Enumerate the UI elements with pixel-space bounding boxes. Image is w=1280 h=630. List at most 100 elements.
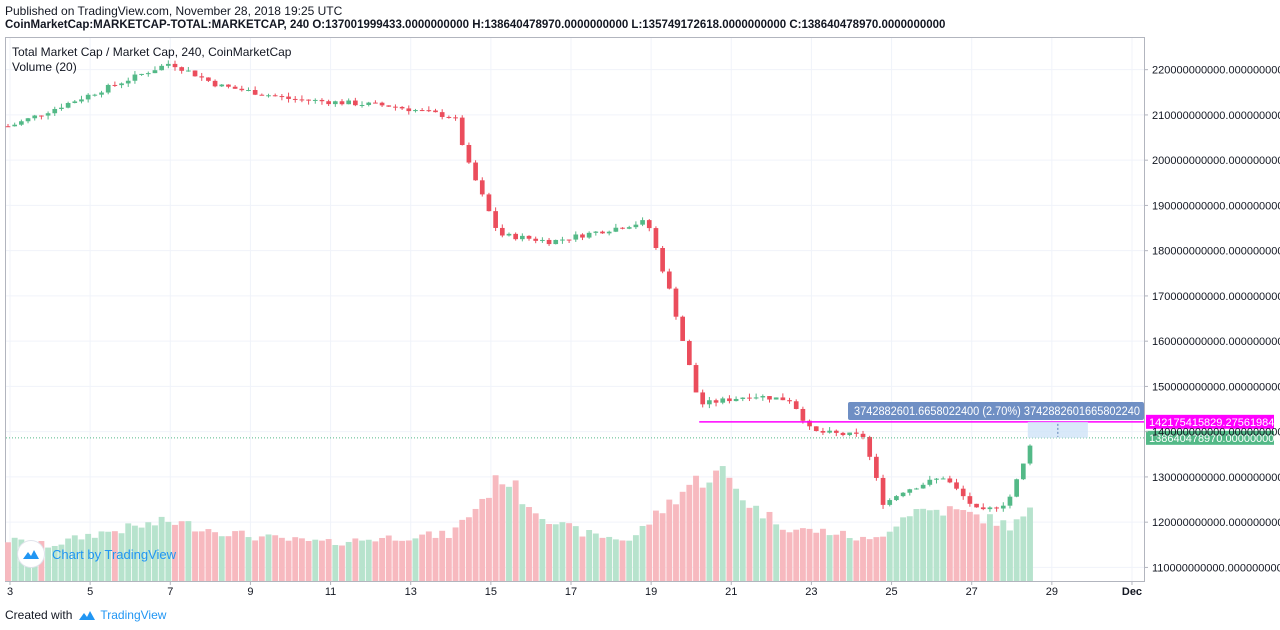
candle-body [499, 227, 505, 236]
x-tick-label: 23 [805, 586, 817, 598]
volume-bar [145, 522, 152, 581]
volume-bar [673, 504, 679, 581]
volume-bar [953, 509, 960, 581]
candle-body [419, 110, 425, 112]
candle-body [72, 101, 78, 104]
volume-bar [579, 536, 586, 581]
volume-bar [866, 539, 873, 581]
candle-body [546, 239, 552, 245]
volume-bar [873, 537, 880, 581]
volume-bar [846, 538, 853, 581]
tradingview-logo-icon [79, 611, 96, 620]
volume-bar [412, 538, 419, 581]
volume-bar [105, 531, 112, 581]
candle-body [920, 484, 926, 489]
volume-bar [592, 533, 599, 581]
volume-bar [225, 536, 232, 581]
volume-bar [278, 537, 285, 581]
volume-bar [359, 540, 365, 581]
candle-body [793, 401, 799, 409]
volume-bar [739, 500, 746, 581]
candle-body [306, 99, 311, 101]
candle-body [833, 430, 839, 433]
volume-bar [372, 541, 379, 581]
candle-body [152, 70, 158, 74]
candle-body [666, 271, 672, 289]
candle-body [987, 507, 993, 510]
volume-bar [726, 477, 733, 581]
volume-bar [131, 525, 138, 581]
volume-bar [252, 540, 259, 581]
candle-body [413, 110, 418, 112]
candle-body [239, 88, 245, 91]
volume-bar [285, 540, 292, 581]
candle-body [753, 397, 759, 399]
volume-bar [906, 516, 913, 581]
volume-bar [632, 535, 639, 581]
candle-body [132, 74, 138, 81]
volume-bar [860, 536, 866, 581]
volume-bar [793, 529, 800, 581]
x-tick-label: 27 [966, 586, 978, 598]
volume-bar [659, 513, 666, 581]
volume-bar [946, 506, 953, 581]
candle-body [646, 220, 652, 229]
candle-body [947, 478, 953, 483]
candle-body [266, 95, 271, 97]
footer: Created with TradingView [5, 608, 166, 622]
chart-title: Total Market Cap / Market Cap, 240, Coin… [12, 45, 292, 59]
y-tick-label: 220000000000.0000000000 [1152, 65, 1280, 77]
volume-bar [773, 524, 780, 581]
candle-body [145, 73, 151, 75]
candle-body [19, 121, 24, 125]
candle-body [606, 231, 612, 234]
y-tick-label: 190000000000.0000000000 [1152, 200, 1280, 212]
candle-body [59, 107, 64, 109]
measure-label: 3742882601.6658022400 (2.70%) 3742882601… [854, 406, 1140, 418]
volume-bar [1000, 520, 1007, 581]
candle-body [199, 76, 205, 78]
candle-body [720, 398, 726, 403]
volume-bar [880, 536, 886, 581]
volume-bar [392, 540, 399, 581]
volume-bar [11, 537, 18, 581]
volume-bar [78, 539, 85, 581]
candle-body [79, 99, 84, 102]
volume-bar [893, 526, 900, 581]
candle-body [853, 432, 859, 434]
volume-bar [853, 540, 860, 581]
volume-bar [900, 517, 907, 581]
candle-body [807, 420, 812, 427]
candle-body [827, 430, 832, 433]
volume-bar [686, 484, 693, 581]
candle-body [800, 408, 806, 421]
candle-body [373, 102, 378, 104]
candle-body [426, 110, 432, 112]
volume-bar [212, 532, 219, 581]
tradingview-brand[interactable]: TradingView [78, 608, 166, 622]
y-tick-label: 160000000000.0000000000 [1152, 336, 1280, 348]
volume-bar [312, 539, 319, 581]
candle-body [700, 392, 706, 405]
candle-body [159, 65, 164, 71]
candle-body [453, 117, 458, 119]
candle-body [713, 400, 719, 403]
candle-body [1007, 496, 1013, 506]
volume-bar [71, 535, 78, 581]
volume-bar [539, 518, 546, 581]
candle-body [139, 73, 144, 75]
volume-bar [1027, 507, 1033, 581]
volume-bar [499, 484, 506, 581]
volume-bar [713, 470, 719, 581]
y-tick-label: 170000000000.0000000000 [1152, 291, 1280, 303]
volume-bar [572, 526, 579, 581]
price-axis: 110000000000.0000000000 120000000000.0000… [1144, 65, 1280, 574]
volume-bar [265, 534, 272, 581]
candle-body [226, 84, 231, 87]
candle-body [466, 144, 472, 163]
tradingview-brand-label: TradingView [100, 608, 167, 622]
volume-bar [165, 521, 172, 581]
candle-body [840, 432, 846, 436]
tradingview-watermark[interactable]: Chart by TradingView [18, 541, 176, 567]
